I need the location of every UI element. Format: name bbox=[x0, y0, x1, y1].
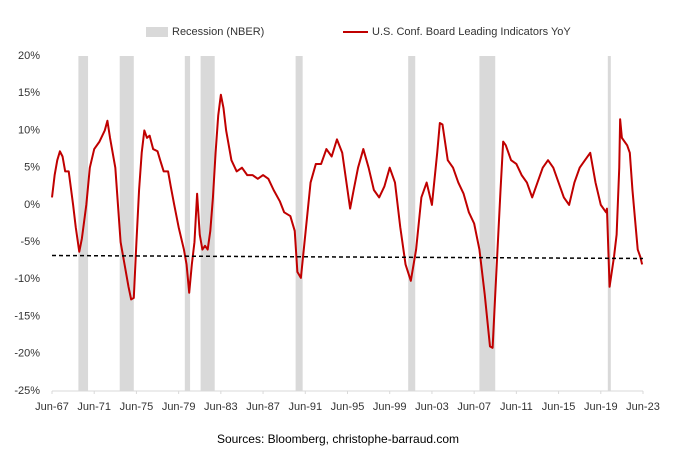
reference-line bbox=[51, 254, 644, 260]
y-tick-label: 20% bbox=[18, 50, 40, 62]
y-tick-label: -25% bbox=[14, 385, 40, 397]
x-tick-label: Jun-79 bbox=[162, 401, 196, 413]
y-tick-label: 15% bbox=[18, 87, 40, 99]
y-tick-label: 5% bbox=[24, 162, 40, 174]
x-tick-label: Jun-15 bbox=[542, 401, 576, 413]
recession-band bbox=[408, 56, 416, 391]
y-tick-label: -15% bbox=[14, 310, 40, 322]
recession-band bbox=[184, 56, 191, 391]
x-tick-label: Jun-99 bbox=[373, 401, 407, 413]
y-tick-label: 10% bbox=[18, 124, 40, 136]
x-tick-label: Jun-03 bbox=[415, 401, 449, 413]
x-tick-label: Jun-23 bbox=[626, 401, 660, 413]
y-tick-label: -20% bbox=[14, 348, 40, 360]
legend-swatch-recession bbox=[146, 27, 168, 37]
y-tick-label: -5% bbox=[20, 236, 40, 248]
x-tick-label: Jun-19 bbox=[584, 401, 618, 413]
x-tick-label: Jun-83 bbox=[204, 401, 238, 413]
x-tick-label: Jun-95 bbox=[331, 401, 365, 413]
recession-band bbox=[607, 56, 611, 391]
x-tick-label: Jun-71 bbox=[77, 401, 111, 413]
y-tick-label: -10% bbox=[14, 273, 40, 285]
x-tick-label: Jun-67 bbox=[35, 401, 69, 413]
y-tick-label: 0% bbox=[24, 199, 40, 211]
recession-band bbox=[119, 56, 134, 391]
recession-band bbox=[295, 56, 303, 391]
x-tick-label: Jun-75 bbox=[120, 401, 154, 413]
x-tick-label: Jun-91 bbox=[288, 401, 322, 413]
series-line bbox=[51, 93, 644, 349]
recession-band bbox=[479, 56, 496, 391]
legend-label: Recession (NBER) bbox=[172, 26, 264, 38]
recession-band bbox=[200, 56, 215, 391]
x-tick-label: Jun-11 bbox=[500, 401, 533, 413]
x-tick-label: Jun-87 bbox=[246, 401, 280, 413]
legend-label: U.S. Conf. Board Leading Indicators YoY bbox=[372, 26, 571, 38]
x-tick-label: Jun-07 bbox=[457, 401, 491, 413]
source-note: Sources: Bloomberg, christophe-barraud.c… bbox=[217, 432, 459, 446]
